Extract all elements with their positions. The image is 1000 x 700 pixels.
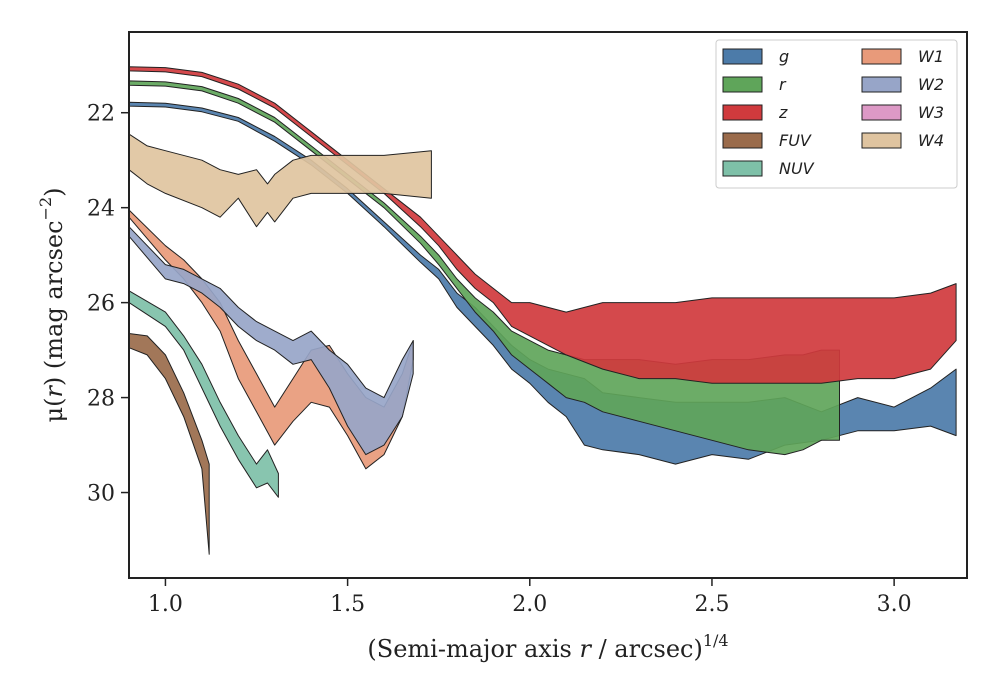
legend-swatch-w2 bbox=[861, 76, 902, 93]
y-tick-label: 22 bbox=[87, 102, 115, 127]
x-tick-label: 3.0 bbox=[877, 592, 912, 617]
plot-frame bbox=[128, 31, 968, 579]
legend-label-w2: W2 bbox=[918, 75, 944, 94]
legend-label-g: g bbox=[779, 47, 789, 66]
legend-swatch-nuv bbox=[722, 160, 763, 177]
y-tick-label: 30 bbox=[87, 482, 115, 507]
legend-label-w1: W1 bbox=[918, 47, 944, 66]
y-tick-label: 28 bbox=[87, 387, 115, 412]
y-tick-label: 24 bbox=[87, 197, 115, 222]
legend-swatch-fuv bbox=[722, 132, 763, 149]
legend-label-nuv: NUV bbox=[779, 159, 815, 178]
legend-label-w3: W3 bbox=[918, 103, 944, 122]
band-r bbox=[128, 80, 840, 456]
legend-label-z: z bbox=[778, 103, 788, 122]
band-fuv bbox=[128, 333, 210, 555]
legend-swatch-w3 bbox=[861, 104, 902, 121]
x-axis-title: (Semi-major axis r / arcsec)1/4 bbox=[367, 631, 728, 663]
band-z bbox=[128, 66, 957, 384]
x-axis-ticks: 1.0 1.5 2.0 2.5 3.0 bbox=[148, 578, 912, 617]
y-axis-ticks: 22 24 26 28 30 bbox=[87, 102, 129, 507]
band-g bbox=[128, 101, 957, 465]
x-tick-label: 1.0 bbox=[148, 592, 183, 617]
legend-swatch-w1 bbox=[861, 48, 902, 65]
legend-label-w4: W4 bbox=[918, 131, 944, 150]
legend: grz FUV NUV W1 W2 W3 W4 bbox=[715, 39, 958, 189]
legend-swatch-w4 bbox=[861, 132, 902, 149]
y-tick-label: 26 bbox=[87, 292, 115, 317]
legend-swatch-z bbox=[722, 104, 763, 121]
band-w2 bbox=[128, 226, 414, 456]
x-tick-label: 2.5 bbox=[694, 592, 729, 617]
legend-swatch-g bbox=[722, 48, 763, 65]
legend-label-r: r bbox=[779, 75, 787, 94]
x-tick-label: 1.5 bbox=[330, 592, 365, 617]
x-tick-label: 2.0 bbox=[512, 592, 547, 617]
legend-swatch-r bbox=[722, 76, 763, 93]
band-nuv bbox=[128, 290, 279, 498]
y-axis-title: μ(r) (mag arcsec−2) bbox=[36, 187, 68, 422]
band-w4 bbox=[128, 133, 432, 228]
legend-label-fuv: FUV bbox=[779, 131, 812, 150]
profile-bands bbox=[128, 66, 957, 555]
